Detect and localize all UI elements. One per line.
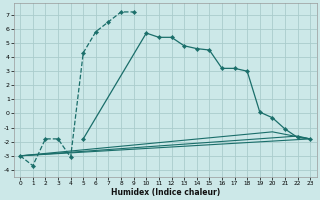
X-axis label: Humidex (Indice chaleur): Humidex (Indice chaleur) — [111, 188, 220, 197]
